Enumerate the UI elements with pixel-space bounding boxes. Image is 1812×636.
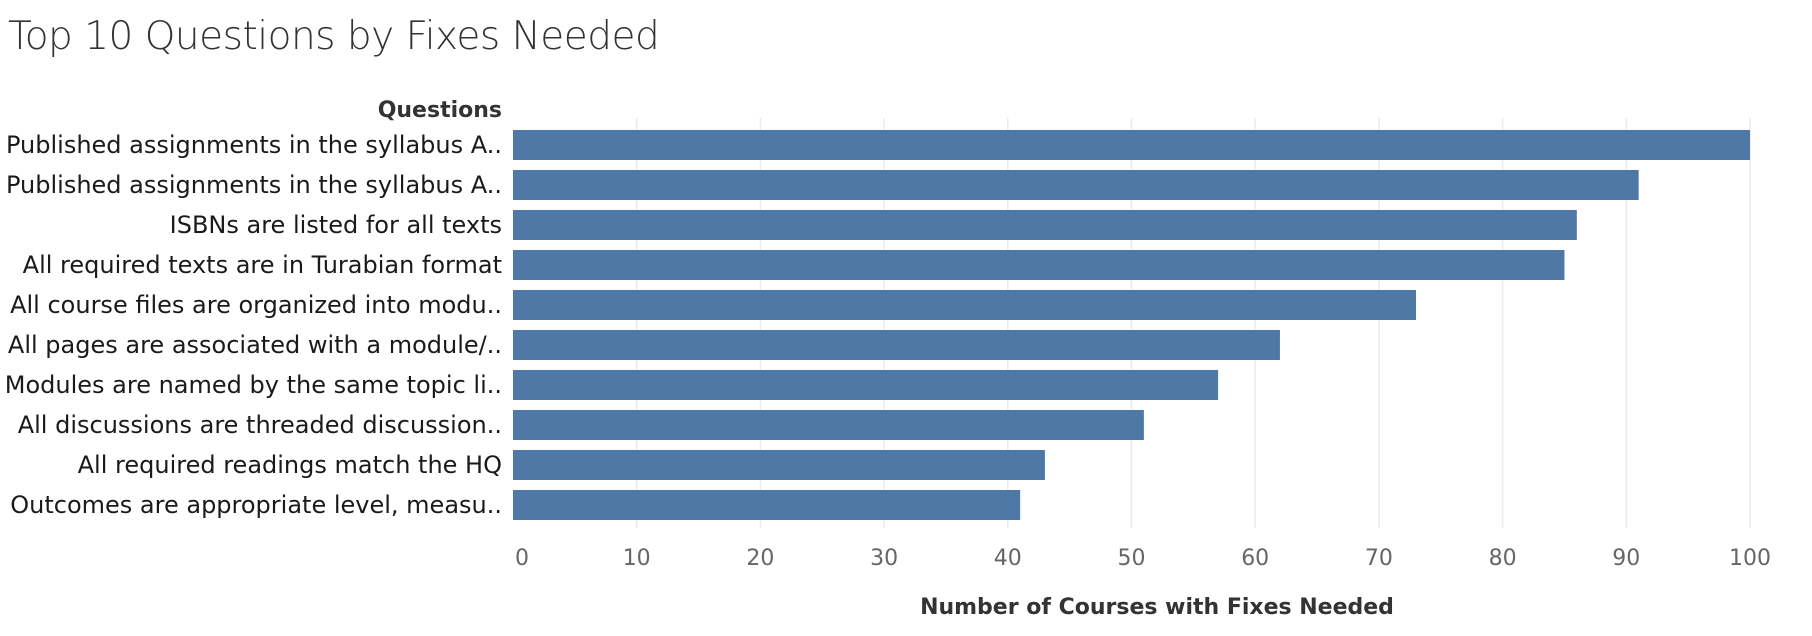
category-label-3: ISBNs are listed for all texts [170,211,502,239]
x-tick-30: 30 [870,546,898,571]
row-header: Questions [378,98,502,123]
x-tick-0: 0 [515,546,529,571]
bar-4[interactable] [513,250,1565,280]
bar-7[interactable] [513,370,1219,400]
category-label-1: Published assignments in the syllabus A.… [6,131,502,159]
bar-3[interactable] [513,210,1577,240]
category-label-9: All required readings match the HQ [78,451,502,479]
category-label-8: All discussions are threaded discussion.… [18,411,502,439]
category-label-6: All pages are associated with a module/.… [8,331,502,359]
category-label-7: Modules are named by the same topic li.. [5,371,502,399]
category-label-4: All required texts are in Turabian forma… [23,251,502,279]
chart-title: Top 10 Questions by Fixes Needed [8,14,660,59]
x-tick-100: 100 [1729,546,1771,571]
bar-9[interactable] [513,450,1045,480]
bar-6[interactable] [513,330,1280,360]
bar-2[interactable] [513,170,1639,200]
category-labels: Published assignments in the syllabus A.… [5,131,502,519]
bar-5[interactable] [513,290,1417,320]
bar-8[interactable] [513,410,1144,440]
x-tick-90: 90 [1612,546,1640,571]
x-tick-20: 20 [746,546,774,571]
x-tick-10: 10 [623,546,651,571]
x-tick-40: 40 [994,546,1022,571]
bars [513,130,1750,520]
x-tick-50: 50 [1118,546,1146,571]
bar-10[interactable] [513,490,1021,520]
category-label-2: Published assignments in the syllabus A.… [6,171,502,199]
bar-1[interactable] [513,130,1750,160]
category-label-5: All course files are organized into modu… [10,291,502,319]
x-axis-title: Number of Courses with Fixes Needed [920,595,1394,620]
x-tick-labels: 0 10 20 30 40 50 60 70 80 90 100 [515,546,1771,571]
x-tick-70: 70 [1365,546,1393,571]
x-tick-80: 80 [1489,546,1517,571]
x-tick-60: 60 [1241,546,1269,571]
category-label-10: Outcomes are appropriate level, measu.. [10,491,502,519]
